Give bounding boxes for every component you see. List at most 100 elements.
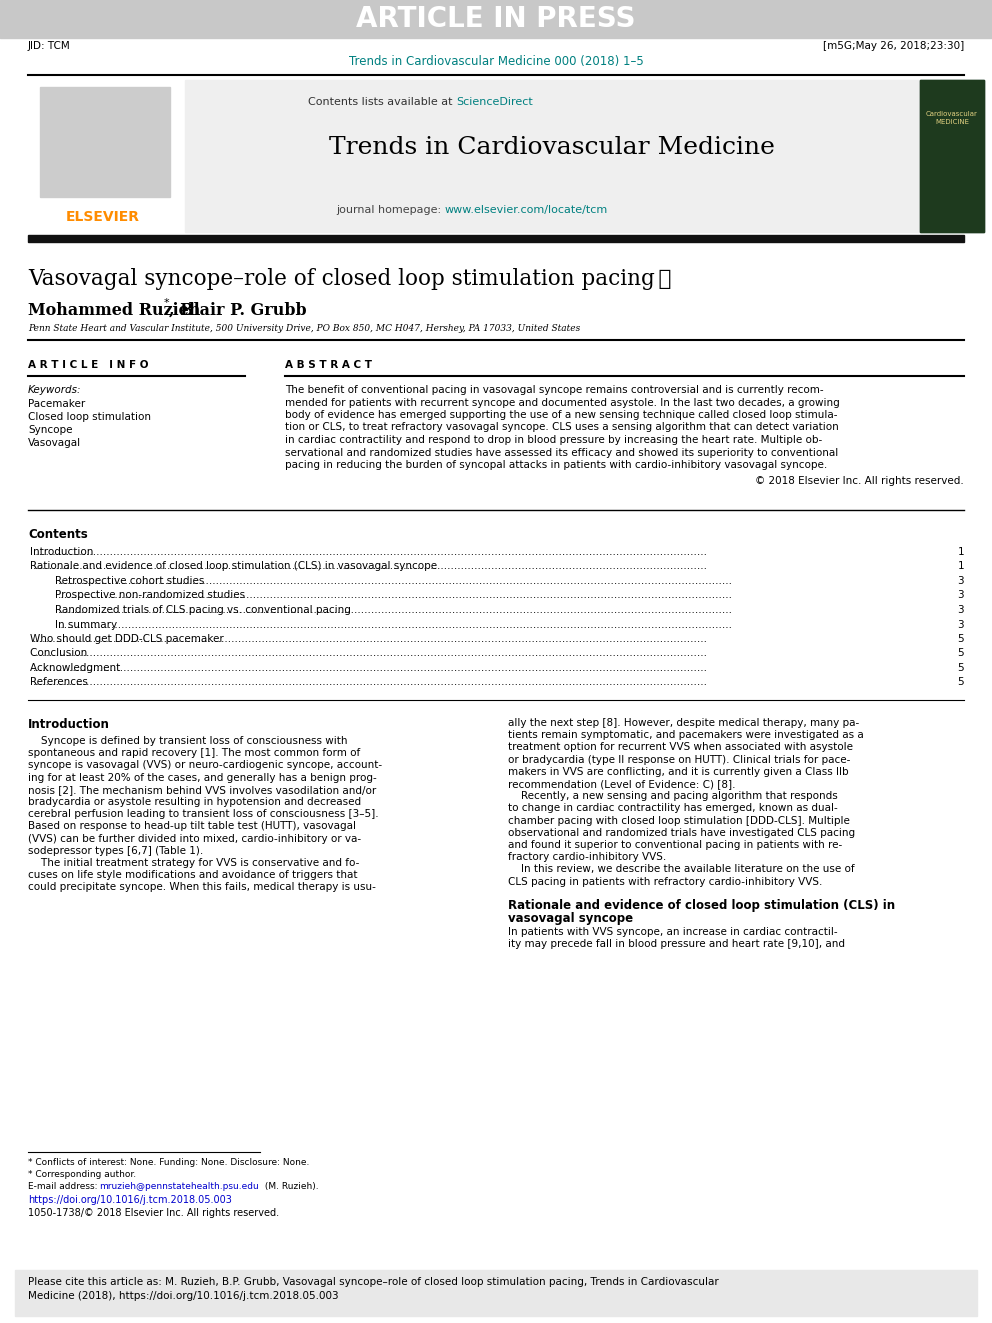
Text: ScienceDirect: ScienceDirect: [456, 97, 533, 107]
Text: 5: 5: [957, 663, 964, 673]
Text: 1: 1: [957, 561, 964, 572]
Text: ................................................................................: ........................................…: [58, 576, 733, 586]
Text: ELSEVIER: ELSEVIER: [66, 210, 140, 224]
Text: Closed loop stimulation: Closed loop stimulation: [28, 411, 151, 422]
Text: in cardiac contractility and respond to drop in blood pressure by increasing the: in cardiac contractility and respond to …: [285, 435, 822, 445]
Text: ................................................................................: ........................................…: [33, 546, 708, 557]
Text: ................................................................................: ........................................…: [33, 561, 708, 572]
Text: ARTICLE IN PRESS: ARTICLE IN PRESS: [356, 5, 636, 33]
Text: mruzieh@pennstatehealth.psu.edu: mruzieh@pennstatehealth.psu.edu: [99, 1181, 259, 1191]
Text: (M. Ruzieh).: (M. Ruzieh).: [262, 1181, 318, 1191]
Text: 3: 3: [957, 605, 964, 615]
Text: syncope is vasovagal (VVS) or neuro-cardiogenic syncope, account-: syncope is vasovagal (VVS) or neuro-card…: [28, 761, 382, 770]
Text: pacing in reducing the burden of syncopal attacks in patients with cardio-inhibi: pacing in reducing the burden of syncopa…: [285, 460, 827, 470]
Text: tion or CLS, to treat refractory vasovagal syncope. CLS uses a sensing algorithm: tion or CLS, to treat refractory vasovag…: [285, 422, 839, 433]
Text: treatment option for recurrent VVS when associated with asystole: treatment option for recurrent VVS when …: [508, 742, 853, 753]
Text: tients remain symptomatic, and pacemakers were investigated as a: tients remain symptomatic, and pacemaker…: [508, 730, 864, 740]
Text: , Blair P. Grubb: , Blair P. Grubb: [169, 302, 307, 319]
Text: https://doi.org/10.1016/j.tcm.2018.05.003: https://doi.org/10.1016/j.tcm.2018.05.00…: [28, 1195, 232, 1205]
Text: The initial treatment strategy for VVS is conservative and fo-: The initial treatment strategy for VVS i…: [28, 859, 359, 868]
Text: ................................................................................: ........................................…: [58, 605, 733, 615]
Text: Introduction: Introduction: [30, 546, 96, 557]
Text: References: References: [30, 677, 91, 688]
Text: sodepressor types [6,7] (Table 1).: sodepressor types [6,7] (Table 1).: [28, 845, 203, 856]
Text: A B S T R A C T: A B S T R A C T: [285, 360, 372, 370]
Text: Randomized trials of CLS pacing vs. conventional pacing: Randomized trials of CLS pacing vs. conv…: [55, 605, 354, 615]
Text: Conclusion: Conclusion: [30, 648, 90, 659]
Text: spontaneous and rapid recovery [1]. The most common form of: spontaneous and rapid recovery [1]. The …: [28, 749, 360, 758]
Text: or bradycardia (type II response on HUTT). Clinical trials for pace-: or bradycardia (type II response on HUTT…: [508, 754, 850, 765]
Text: JID: TCM: JID: TCM: [28, 41, 70, 52]
Text: 5: 5: [957, 648, 964, 659]
Text: Introduction: Introduction: [28, 718, 110, 732]
Text: www.elsevier.com/locate/tcm: www.elsevier.com/locate/tcm: [445, 205, 608, 216]
Bar: [920, 79, 984, 232]
Text: Rationale and evidence of closed loop stimulation (CLS) in: Rationale and evidence of closed loop st…: [508, 898, 895, 912]
Text: body of evidence has emerged supporting the use of a new sensing technique calle: body of evidence has emerged supporting …: [285, 410, 837, 419]
Text: cerebral perfusion leading to transient loss of consciousness [3–5].: cerebral perfusion leading to transient …: [28, 810, 379, 819]
Text: Recently, a new sensing and pacing algorithm that responds: Recently, a new sensing and pacing algor…: [508, 791, 838, 802]
Text: and found it superior to conventional pacing in patients with re-: and found it superior to conventional pa…: [508, 840, 842, 849]
Text: ally the next step [8]. However, despite medical therapy, many pa-: ally the next step [8]. However, despite…: [508, 718, 859, 728]
Text: Vasovagal: Vasovagal: [28, 438, 81, 448]
Text: fractory cardio-inhibitory VVS.: fractory cardio-inhibitory VVS.: [508, 852, 667, 863]
Text: Pacemaker: Pacemaker: [28, 400, 85, 409]
Text: Rationale and evidence of closed loop stimulation (CLS) in vasovagal syncope: Rationale and evidence of closed loop st…: [30, 561, 440, 572]
Text: In this review, we describe the available literature on the use of: In this review, we describe the availabl…: [508, 864, 855, 875]
Text: In summary: In summary: [55, 619, 120, 630]
Text: Cardiovascular
MEDICINE: Cardiovascular MEDICINE: [927, 111, 978, 124]
Text: Contents lists available at: Contents lists available at: [308, 97, 456, 107]
Text: mended for patients with recurrent syncope and documented asystole. In the last : mended for patients with recurrent synco…: [285, 397, 840, 407]
Text: Trends in Cardiovascular Medicine 000 (2018) 1–5: Trends in Cardiovascular Medicine 000 (2…: [348, 56, 644, 69]
Text: ing for at least 20% of the cases, and generally has a benign prog-: ing for at least 20% of the cases, and g…: [28, 773, 377, 783]
Bar: [0, 0, 992, 38]
Text: journal homepage:: journal homepage:: [336, 205, 445, 216]
Text: Mohammed Ruzieh: Mohammed Ruzieh: [28, 302, 200, 319]
Text: ................................................................................: ........................................…: [33, 677, 708, 688]
Bar: [40, 87, 170, 197]
Bar: [185, 79, 920, 232]
Bar: [28, 235, 964, 242]
Text: Retrospective cohort studies: Retrospective cohort studies: [55, 576, 207, 586]
Text: CLS pacing in patients with refractory cardio-inhibitory VVS.: CLS pacing in patients with refractory c…: [508, 877, 822, 886]
Text: Syncope: Syncope: [28, 425, 72, 435]
Text: 1050-1738/© 2018 Elsevier Inc. All rights reserved.: 1050-1738/© 2018 Elsevier Inc. All right…: [28, 1208, 279, 1218]
Text: A R T I C L E   I N F O: A R T I C L E I N F O: [28, 360, 149, 370]
Text: observational and randomized trials have investigated CLS pacing: observational and randomized trials have…: [508, 828, 855, 837]
Text: E-mail address:: E-mail address:: [28, 1181, 100, 1191]
Text: Based on response to head-up tilt table test (HUTT), vasovagal: Based on response to head-up tilt table …: [28, 822, 356, 831]
Text: cuses on life style modifications and avoidance of triggers that: cuses on life style modifications and av…: [28, 871, 357, 880]
Text: Acknowledgment: Acknowledgment: [30, 663, 123, 673]
Text: (VVS) can be further divided into mixed, cardio-inhibitory or va-: (VVS) can be further divided into mixed,…: [28, 833, 361, 844]
Text: nosis [2]. The mechanism behind VVS involves vasodilation and/or: nosis [2]. The mechanism behind VVS invo…: [28, 785, 376, 795]
Text: The benefit of conventional pacing in vasovagal syncope remains controversial an: The benefit of conventional pacing in va…: [285, 385, 823, 396]
Text: Penn State Heart and Vascular Institute, 500 University Drive, PO Box 850, MC H0: Penn State Heart and Vascular Institute,…: [28, 324, 580, 333]
Text: 5: 5: [957, 677, 964, 688]
Bar: [15, 1270, 977, 1316]
Text: ity may precede fall in blood pressure and heart rate [9,10], and: ity may precede fall in blood pressure a…: [508, 939, 845, 949]
Text: to change in cardiac contractility has emerged, known as dual-: to change in cardiac contractility has e…: [508, 803, 838, 814]
Text: ................................................................................: ........................................…: [33, 634, 708, 644]
Text: In patients with VVS syncope, an increase in cardiac contractil-: In patients with VVS syncope, an increas…: [508, 927, 837, 937]
Text: Medicine (2018), https://doi.org/10.1016/j.tcm.2018.05.003: Medicine (2018), https://doi.org/10.1016…: [28, 1291, 338, 1301]
Text: 3: 3: [957, 576, 964, 586]
Text: *: *: [164, 298, 170, 308]
Text: Trends in Cardiovascular Medicine: Trends in Cardiovascular Medicine: [329, 136, 775, 160]
Text: recommendation (Level of Evidence: C) [8].: recommendation (Level of Evidence: C) [8…: [508, 779, 735, 789]
Text: Contents: Contents: [28, 528, 87, 541]
Text: Syncope is defined by transient loss of consciousness with: Syncope is defined by transient loss of …: [28, 736, 347, 746]
Text: vasovagal syncope: vasovagal syncope: [508, 912, 633, 925]
Text: 3: 3: [957, 619, 964, 630]
Text: makers in VVS are conflicting, and it is currently given a Class IIb: makers in VVS are conflicting, and it is…: [508, 767, 848, 777]
Text: could precipitate syncope. When this fails, medical therapy is usu-: could precipitate syncope. When this fai…: [28, 882, 376, 893]
Text: Who should get DDD-CLS pacemaker: Who should get DDD-CLS pacemaker: [30, 634, 227, 644]
Text: Please cite this article as: M. Ruzieh, B.P. Grubb, Vasovagal syncope–role of cl: Please cite this article as: M. Ruzieh, …: [28, 1277, 719, 1287]
Text: [m5G;May 26, 2018;23:30]: [m5G;May 26, 2018;23:30]: [822, 41, 964, 52]
Text: ................................................................................: ........................................…: [33, 663, 708, 673]
Text: Keywords:: Keywords:: [28, 385, 81, 396]
Text: ................................................................................: ........................................…: [33, 648, 708, 659]
Text: ................................................................................: ........................................…: [58, 619, 733, 630]
Text: ................................................................................: ........................................…: [58, 590, 733, 601]
Text: * Corresponding author.: * Corresponding author.: [28, 1170, 136, 1179]
Text: 5: 5: [957, 634, 964, 644]
